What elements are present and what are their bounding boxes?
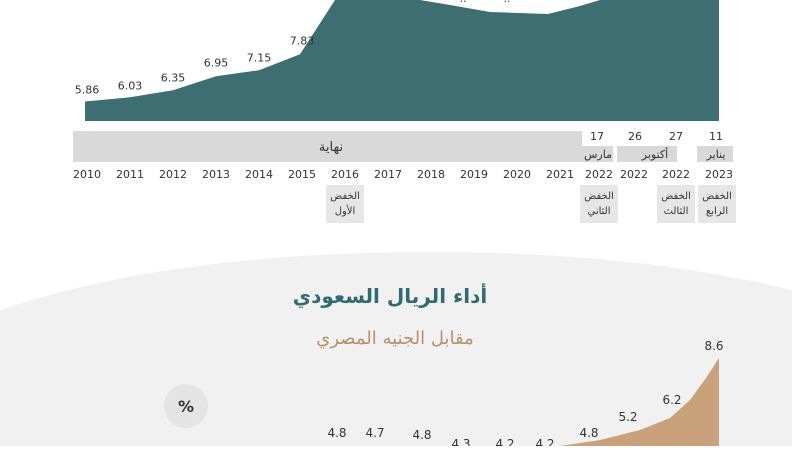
bottom-value-label: 4.8	[412, 428, 431, 442]
cut-tag-line1: الخفض	[584, 191, 614, 202]
chart-title: أداء الريال السعودي	[293, 282, 487, 309]
event-day-label: 27	[669, 130, 683, 143]
top-value-label: 6.03	[118, 79, 143, 92]
top-value-label: 7.83	[290, 34, 315, 47]
event-month-band	[582, 146, 613, 162]
bottom-value-label: 4.8	[327, 426, 346, 440]
year-label: 2020	[503, 168, 531, 181]
event-markers: 17 26 27 11 مارس أكتوبر يناير	[582, 130, 733, 162]
cut-tag-line1: الخفض	[330, 191, 360, 202]
period-band	[73, 131, 582, 162]
year-label: 2014	[245, 168, 273, 181]
event-day-label: 17	[590, 130, 604, 143]
cut-tag-line1: الخفض	[661, 191, 691, 202]
cut-tags: الخفض الأول الخفض الثاني الخفض الثالث الخفض الر…	[326, 185, 736, 223]
year-label: 2019	[460, 168, 488, 181]
top-value-label: 5.86	[75, 84, 100, 97]
bottom-value-label: 4.8	[579, 426, 598, 440]
bottom-value-label: 4.7	[365, 426, 384, 440]
year-label: 2021	[546, 168, 574, 181]
unit-badge	[164, 384, 208, 428]
event-month-band	[617, 146, 677, 162]
event-day-label: 11	[709, 130, 723, 143]
top-value-label: 7.15	[247, 51, 272, 64]
event-day-label: 26	[628, 130, 642, 143]
event-month-label: مارس	[584, 148, 612, 161]
year-label: 2012	[159, 168, 187, 181]
bottom-value-label: 5.2	[618, 410, 637, 424]
top-value-label: 6.95	[204, 56, 229, 69]
top-value-label: 6.35	[161, 71, 186, 84]
partial-value-label: ..	[504, 0, 511, 5]
bottom-value-label: 6.2	[662, 393, 681, 407]
unit-label: %	[178, 397, 194, 416]
event-month-band	[697, 146, 733, 162]
year-label: 2017	[374, 168, 402, 181]
year-label: 2022	[585, 168, 613, 181]
cut-tag-line2: الثالث	[664, 206, 689, 217]
year-label: 2022	[620, 168, 648, 181]
bottom-value-label: 4.2	[535, 437, 554, 446]
bottom-area-series	[560, 358, 719, 446]
cut-tag-line1: الخفض	[702, 191, 732, 202]
band-label: نهاية	[319, 140, 343, 155]
cut-tag-line2: الأول	[335, 204, 356, 217]
top-value-labels: 5.86 6.03 6.35 6.95 7.15 7.83....	[75, 0, 511, 97]
partial-value-label: ..	[460, 0, 467, 5]
year-label: 2016	[331, 168, 359, 181]
cut-tag-box	[580, 185, 618, 223]
bottom-value-label: 8.6	[704, 339, 723, 353]
cut-tag-box	[698, 185, 736, 223]
year-label: 2013	[202, 168, 230, 181]
cut-tag-box	[657, 185, 695, 223]
chart-subtitle: مقابل الجنيه المصري	[316, 328, 473, 349]
bottom-value-label: 4.2	[495, 437, 514, 446]
cut-tag-box	[326, 185, 364, 223]
cut-tag-line2: الرابع	[706, 206, 728, 217]
bottom-value-label: 4.3	[451, 437, 470, 446]
year-label: 2018	[417, 168, 445, 181]
year-label: 2015	[288, 168, 316, 181]
year-label: 2023	[705, 168, 733, 181]
year-label: 2022	[662, 168, 690, 181]
x-axis-year-labels: 2010 2011 2012 2013 2014 2015 2016 2017 2018 2019…	[73, 168, 733, 181]
event-month-label: يناير	[706, 148, 726, 161]
top-area-series	[85, 0, 719, 121]
year-label: 2011	[116, 168, 144, 181]
cut-tag-line2: الثاني	[587, 206, 610, 217]
year-label: 2010	[73, 168, 101, 181]
event-month-label: أكتوبر	[641, 147, 668, 161]
